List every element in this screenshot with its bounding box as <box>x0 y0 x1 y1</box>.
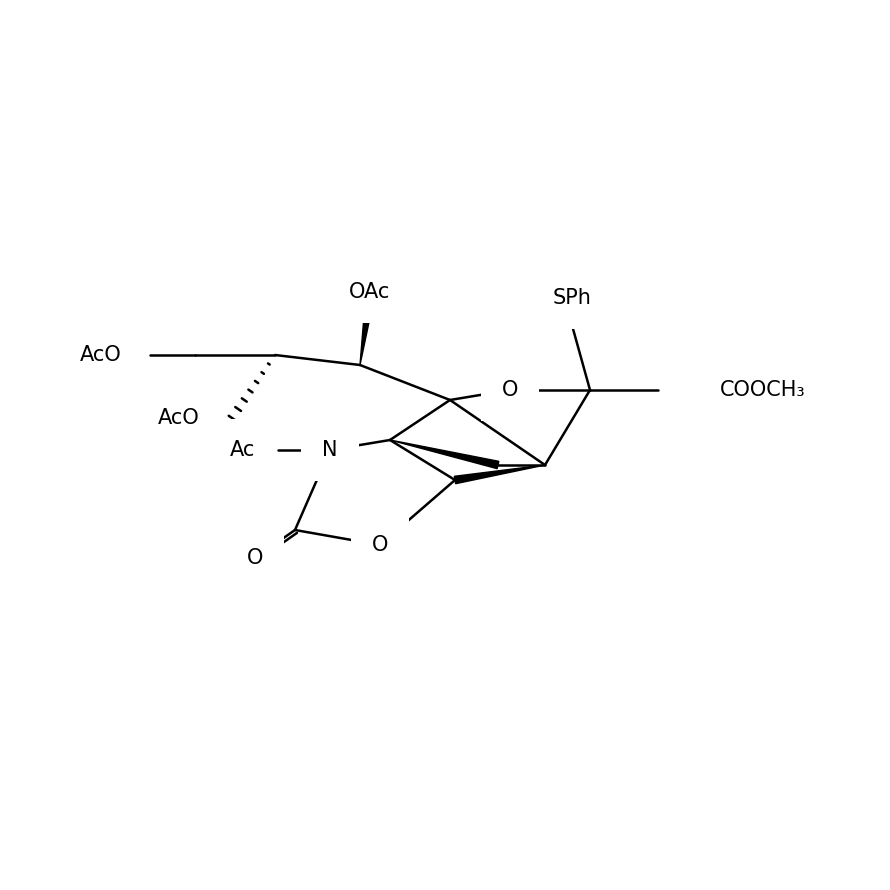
Text: O: O <box>247 548 263 568</box>
Text: COOCH₃: COOCH₃ <box>720 380 805 400</box>
Text: OAc: OAc <box>349 282 391 302</box>
Polygon shape <box>455 465 545 483</box>
Polygon shape <box>360 310 371 365</box>
Text: AcO: AcO <box>158 408 200 428</box>
Polygon shape <box>390 440 499 469</box>
Text: O: O <box>502 380 518 400</box>
Text: O: O <box>372 535 388 555</box>
Text: N: N <box>322 440 337 460</box>
Text: Ac: Ac <box>230 440 255 460</box>
Text: AcO: AcO <box>80 345 122 365</box>
Text: SPh: SPh <box>553 288 592 308</box>
